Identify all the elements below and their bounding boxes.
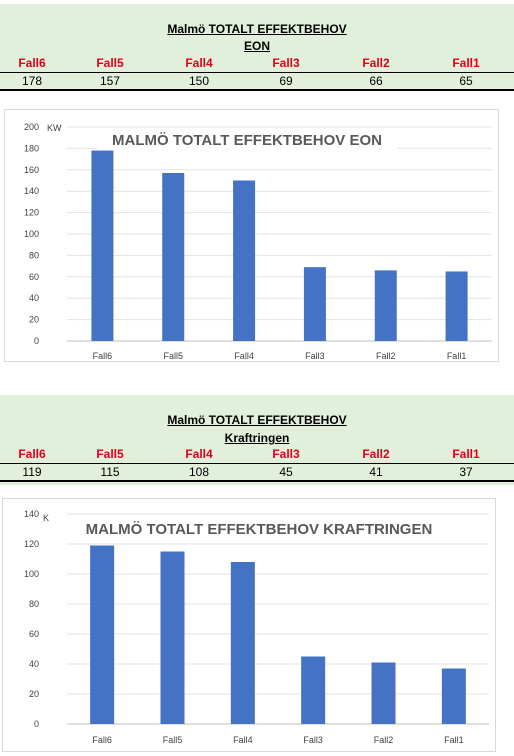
kraftringen-table-title: Malmö TOTALT EFFEKTBEHOV xyxy=(167,413,347,427)
header-cell: Fall2 xyxy=(362,447,390,461)
y-tick-label: 140 xyxy=(24,186,39,196)
header-cell: Fall2 xyxy=(362,56,390,70)
value-cell: 115 xyxy=(100,465,120,479)
header-cell: Fall6 xyxy=(18,56,46,70)
value-cell: 66 xyxy=(369,74,383,88)
y-tick-label: 100 xyxy=(24,569,39,579)
bar xyxy=(162,173,185,341)
chart-title-background xyxy=(109,520,409,538)
y-tick-label: 140 xyxy=(24,509,39,519)
y-tick-label: 60 xyxy=(29,629,39,639)
eon-chart-svg: 0 20 40 60 80 100 120 140 160 180 200 KW Fall6 Fall5 F… xyxy=(24,122,492,361)
kraftringen-table-header-row: Fall6 Fall5 Fall4 Fall3 Fall2 Fall1 xyxy=(0,447,514,463)
bar xyxy=(441,668,466,724)
x-tick-label: Fall3 xyxy=(305,351,325,361)
bar xyxy=(91,150,114,341)
y-tick-label: 0 xyxy=(34,336,39,346)
bar xyxy=(445,271,468,341)
eon-table-header-row: Fall6 Fall5 Fall4 Fall3 Fall2 Fall1 xyxy=(0,56,514,72)
header-cell: Fall5 xyxy=(96,447,124,461)
bar xyxy=(160,551,185,724)
x-tick-label: Fall3 xyxy=(303,735,323,745)
value-cell: 37 xyxy=(459,465,473,479)
eon-table-subtitle: EON xyxy=(243,39,270,53)
chart-title: MALMÖ TOTALT EFFEKTBEHOV KRAFTRINGEN xyxy=(86,521,433,538)
chart-title: MALMÖ TOTALT EFFEKTBEHOV EON xyxy=(112,132,382,149)
header-cell: Fall3 xyxy=(272,56,300,70)
y-tick-label: 80 xyxy=(29,599,39,609)
value-cell: 41 xyxy=(369,465,383,479)
x-tick-label: Fall2 xyxy=(374,735,394,745)
y-tick-label: 160 xyxy=(24,165,39,175)
value-cell: 45 xyxy=(279,465,293,479)
y-tick-label: 20 xyxy=(29,689,39,699)
y-tick-label: 40 xyxy=(29,659,39,669)
value-cell: 65 xyxy=(459,74,473,88)
y-tick-label: 20 xyxy=(29,315,39,325)
header-cell: Fall5 xyxy=(96,56,124,70)
kraftringen-table-value-row: 119 115 108 45 41 37 xyxy=(0,463,514,482)
value-cell: 150 xyxy=(188,74,210,88)
y-tick-label: 60 xyxy=(29,272,39,282)
x-tick-label: Fall1 xyxy=(447,351,467,361)
y-tick-label: 40 xyxy=(29,293,39,303)
value-cell: 108 xyxy=(188,465,210,479)
eon-chart: 0 20 40 60 80 100 120 140 160 180 200 KW Fall6 Fall5 F… xyxy=(4,109,499,362)
y-tick-label: 120 xyxy=(24,539,39,549)
y-axis-label: KW xyxy=(47,123,62,133)
bar xyxy=(371,662,396,724)
bar xyxy=(374,270,397,341)
bar xyxy=(90,545,115,724)
x-tick-label: Fall1 xyxy=(444,735,464,745)
x-tick-label: Fall5 xyxy=(163,351,183,361)
kraftringen-chart-svg: 0 20 40 60 80 100 120 140 K Fall6 Fall5 Fall4 Fall3 F… xyxy=(24,509,489,745)
value-cell: 178 xyxy=(21,74,43,88)
header-cell: Fall1 xyxy=(452,447,480,461)
eon-table-value-row: 178 157 150 69 66 65 xyxy=(0,72,514,91)
x-tick-label: Fall6 xyxy=(92,735,112,745)
header-cell: Fall6 xyxy=(18,447,46,461)
y-tick-label: 200 xyxy=(24,122,39,132)
kraftringen-chart: 0 20 40 60 80 100 120 140 K Fall6 Fall5 Fall4 Fall3 F… xyxy=(2,498,496,752)
kraftringen-table-subtitle: Kraftringen xyxy=(224,431,290,445)
y-tick-label: 100 xyxy=(24,229,39,239)
bar xyxy=(303,267,326,341)
x-tick-label: Fall6 xyxy=(93,351,113,361)
bar xyxy=(233,180,256,341)
y-tick-label: 0 xyxy=(34,719,39,729)
chart-title-background xyxy=(97,131,397,149)
y-tick-label: 80 xyxy=(29,250,39,260)
eon-table-title: Malmö TOTALT EFFEKTBEHOV xyxy=(167,22,347,36)
value-cell: 157 xyxy=(99,74,121,88)
eon-table: Malmö TOTALT EFFEKTBEHOV EON Fall6 Fall5… xyxy=(0,4,514,91)
value-cell: 69 xyxy=(279,74,293,88)
x-tick-label: Fall4 xyxy=(233,735,253,745)
x-tick-label: Fall4 xyxy=(234,351,254,361)
header-cell: Fall4 xyxy=(185,447,213,461)
header-cell: Fall3 xyxy=(272,447,300,461)
header-cell: Fall1 xyxy=(452,56,480,70)
value-cell: 119 xyxy=(22,465,42,479)
bar xyxy=(301,656,326,724)
y-tick-label: 120 xyxy=(24,208,39,218)
bar xyxy=(230,562,255,724)
y-tick-label: 180 xyxy=(24,143,39,153)
kraftringen-table: Malmö TOTALT EFFEKTBEHOV Kraftringen Fal… xyxy=(0,395,514,485)
x-tick-label: Fall2 xyxy=(376,351,396,361)
x-tick-label: Fall5 xyxy=(163,735,183,745)
header-cell: Fall4 xyxy=(185,56,213,70)
y-axis-label: K xyxy=(43,513,49,523)
